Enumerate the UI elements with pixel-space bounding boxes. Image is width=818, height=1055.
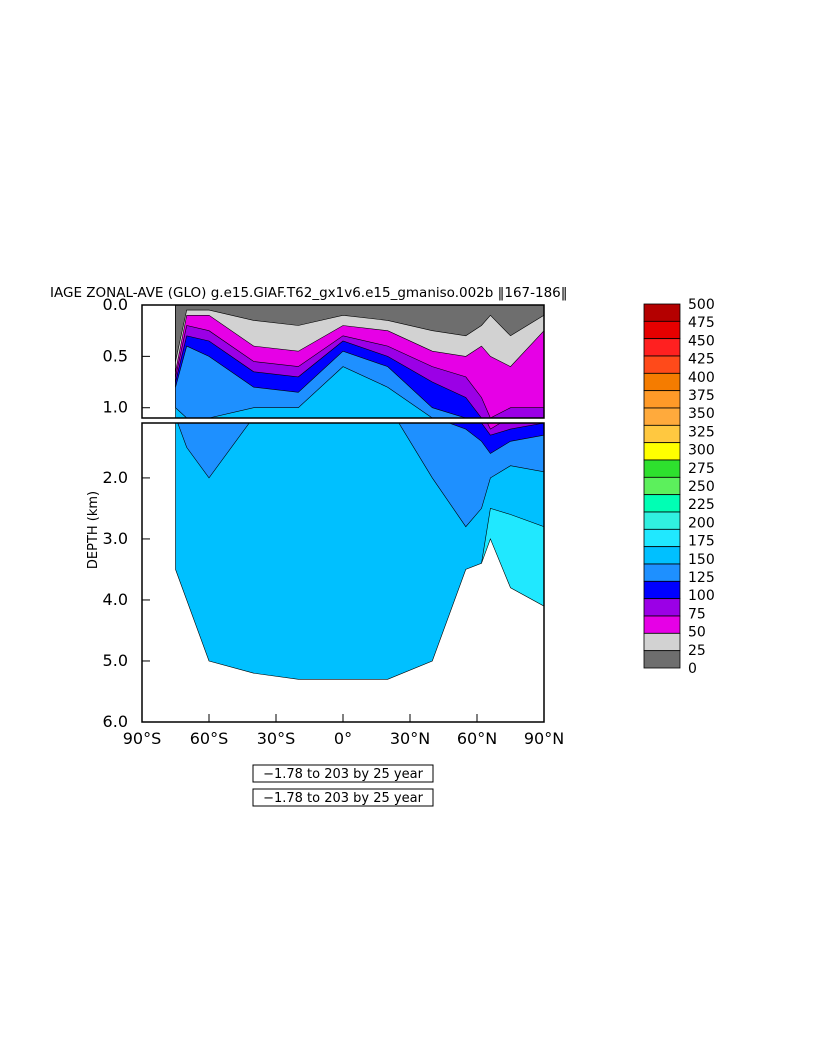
colorbar-label: 275 [688,461,715,477]
colorbar-label: 350 [688,406,715,422]
lower-contour-fills [175,423,544,680]
x-axis: 90°S 60°S 30°S 0° 30°N 60°N 90°N [123,714,564,748]
lower-layer-75-100 [481,423,544,436]
colorbar-label: 150 [688,552,715,568]
colorbar-swatch [643,511,681,530]
colorbar: 5004754504254003753503253002752502252001… [643,297,715,677]
colorbar-swatch [643,390,681,409]
colorbar-label: 375 [688,388,715,404]
y-tick-label: 5.0 [103,651,128,670]
colorbar-swatch [643,320,681,340]
colorbar-label: 50 [688,625,706,641]
lower-panel [141,422,545,723]
colorbar-label: 200 [688,515,715,531]
y-tick-label: 1.0 [103,398,128,417]
lower-layer-50-75 [487,423,502,430]
y-axis: 0.0 0.5 1.0 2.0 3.0 4.0 5.0 6.0 [103,295,150,731]
colorbar-label: 175 [688,534,715,550]
upper-panel-frame [141,304,545,419]
colorbar-label: 100 [688,588,715,604]
colorbar-swatch [643,442,681,461]
colorbar-swatch [643,355,681,374]
colorbar-swatch [643,476,681,496]
upper-layer-0-25 [175,305,544,362]
contour-info-box-2: −1.78 to 203 by 25 year [252,788,434,807]
y-tick-label: 0.0 [103,295,128,314]
colorbar-swatch [643,580,681,600]
colorbar-swatch [643,338,681,357]
y-tick-label: 4.0 [103,590,128,609]
colorbar-swatch [643,407,681,426]
colorbar-label: 225 [688,497,715,513]
x-tick-label: 60°N [457,729,497,748]
colorbar-label: 300 [688,443,715,459]
contour-info-text-2: −1.78 to 203 by 25 year [263,791,424,806]
colorbar-swatch [643,372,681,392]
y-tick-label: 0.5 [103,346,128,365]
colorbar-label: 425 [688,352,715,368]
lower-layer-100-125 [448,423,544,454]
colorbar-label: 25 [688,643,706,659]
x-tick-label: 0° [334,729,352,748]
colorbar-swatch [643,615,681,634]
colorbar-swatch [643,563,681,582]
upper-contour-fills [175,305,544,418]
chart-title: IAGE ZONAL-AVE (GLO) g.e15.GIAF.T62_gx1v… [50,285,568,301]
x-tick-label: 30°N [390,729,430,748]
contour-info-box-1: −1.78 to 203 by 25 year [252,764,434,783]
lower-layer-125-150 [177,423,544,528]
colorbar-label: 450 [688,333,715,349]
colorbar-label: 250 [688,479,715,495]
x-tick-label: 90°N [524,729,564,748]
colorbar-label: 0 [688,661,697,677]
colorbar-swatch [643,632,681,652]
colorbar-label: 475 [688,315,715,331]
x-tick-label: 90°S [123,729,162,748]
x-tick-label: 30°S [257,729,296,748]
upper-panel [141,304,545,419]
colorbar-swatch [643,650,681,669]
colorbar-swatch [643,528,681,548]
y-tick-label: 3.0 [103,529,128,548]
colorbar-label: 400 [688,370,715,386]
colorbar-swatch [643,303,681,322]
y-axis-label: DEPTH (km) [86,491,101,569]
contour-info-text-1: −1.78 to 203 by 25 year [263,767,424,782]
x-tick-label: 60°S [190,729,229,748]
colorbar-swatch [643,546,681,565]
colorbar-swatch [643,424,681,444]
colorbar-label: 125 [688,570,715,586]
colorbar-label: 500 [688,297,715,313]
y-tick-label: 2.0 [103,468,128,487]
y-tick-label: 6.0 [103,712,128,731]
colorbar-label: 75 [688,606,706,622]
colorbar-swatch [643,459,681,478]
colorbar-swatch [643,494,681,513]
colorbar-swatch [643,598,681,617]
colorbar-label: 325 [688,424,715,440]
